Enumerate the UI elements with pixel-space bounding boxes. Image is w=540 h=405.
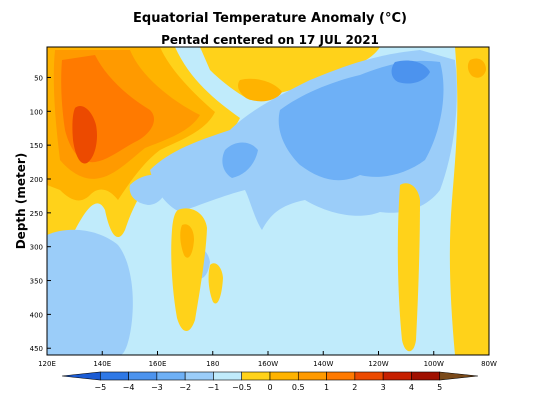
y-tick-label: 150 bbox=[30, 142, 43, 150]
warm-region-east-spot bbox=[467, 58, 486, 78]
colorbar-swatch bbox=[61, 371, 101, 381]
colorbar-swatch bbox=[354, 371, 384, 381]
anomaly-field bbox=[47, 47, 489, 355]
x-tick-label: 120E bbox=[38, 360, 56, 368]
colorbar-swatch bbox=[99, 371, 129, 381]
colorbar-swatch bbox=[241, 371, 271, 381]
y-tick-label: 300 bbox=[30, 244, 43, 252]
warm-tongue-mid bbox=[208, 263, 223, 304]
cool-region-central-3 bbox=[391, 60, 430, 84]
y-axis-ticks: 50 100 150 200 250 300 350 400 450 bbox=[30, 74, 51, 353]
colorbar-label: 3 bbox=[381, 383, 386, 392]
warm-region-west-4 bbox=[72, 105, 97, 164]
colorbar-swatch bbox=[439, 371, 479, 381]
cool-region-central-4 bbox=[222, 142, 258, 178]
cool-region-deep-west bbox=[47, 229, 133, 355]
colorbar-swatch bbox=[326, 371, 356, 381]
x-tick-label: 160W bbox=[258, 360, 278, 368]
x-tick-label: 80W bbox=[481, 360, 497, 368]
colorbar-swatch bbox=[213, 371, 243, 381]
y-tick-label: 50 bbox=[34, 74, 43, 82]
x-tick-label: 160E bbox=[149, 360, 167, 368]
y-tick-label: 100 bbox=[30, 108, 43, 116]
colorbar-label: −3 bbox=[151, 383, 163, 392]
colorbar-swatch bbox=[411, 371, 441, 381]
chart-title: Equatorial Temperature Anomaly (°C) bbox=[133, 11, 407, 26]
warm-region-surface-spot bbox=[238, 78, 282, 102]
cool-region-central-2 bbox=[278, 60, 444, 181]
colorbar-swatch bbox=[128, 371, 158, 381]
colorbar-swatch bbox=[382, 371, 412, 381]
colorbar-swatch bbox=[156, 371, 186, 381]
y-tick-label: 200 bbox=[30, 176, 43, 184]
colorbar-label: 5 bbox=[437, 383, 442, 392]
warm-region-east-column bbox=[397, 183, 420, 352]
x-tick-label: 120W bbox=[368, 360, 388, 368]
x-tick-label: 180 bbox=[206, 360, 219, 368]
y-tick-label: 350 bbox=[30, 278, 43, 286]
cool-region-east-deep bbox=[424, 248, 442, 330]
warm-tongue-deep-175e-core bbox=[180, 224, 194, 258]
colorbar-label: −2 bbox=[179, 383, 191, 392]
y-tick-label: 400 bbox=[30, 311, 43, 319]
colorbar-label: 0 bbox=[267, 383, 272, 392]
colorbar-label: −4 bbox=[123, 383, 135, 392]
colorbar-label: 2 bbox=[352, 383, 357, 392]
colorbar-label: −1 bbox=[208, 383, 220, 392]
warm-tongue-deep-175e bbox=[171, 208, 207, 332]
colorbar: −5 −4 −3 −2 −1 −0.5 0 0.5 1 2 3 4 5 bbox=[61, 371, 479, 392]
y-axis-label: Depth (meter) bbox=[14, 153, 28, 250]
colorbar-swatch bbox=[269, 371, 299, 381]
chart-subtitle: Pentad centered on 17 JUL 2021 bbox=[161, 33, 379, 47]
y-tick-label: 450 bbox=[30, 345, 43, 353]
y-tick-label: 250 bbox=[30, 210, 43, 218]
colorbar-label: 0.5 bbox=[292, 383, 305, 392]
x-tick-label: 140W bbox=[313, 360, 333, 368]
x-tick-label: 100W bbox=[424, 360, 444, 368]
colorbar-label: 4 bbox=[409, 383, 414, 392]
warm-region-east bbox=[449, 47, 489, 355]
colorbar-label: −5 bbox=[94, 383, 106, 392]
colorbar-swatch bbox=[184, 371, 214, 381]
cool-region-central-5 bbox=[129, 174, 167, 205]
x-axis-ticks: 120E 140E 160E 180 160W 140W 120W 100W 80W bbox=[38, 351, 497, 368]
colorbar-label: −0.5 bbox=[232, 383, 251, 392]
colorbar-label: 1 bbox=[324, 383, 329, 392]
x-tick-label: 140E bbox=[93, 360, 111, 368]
colorbar-swatch bbox=[297, 371, 327, 381]
